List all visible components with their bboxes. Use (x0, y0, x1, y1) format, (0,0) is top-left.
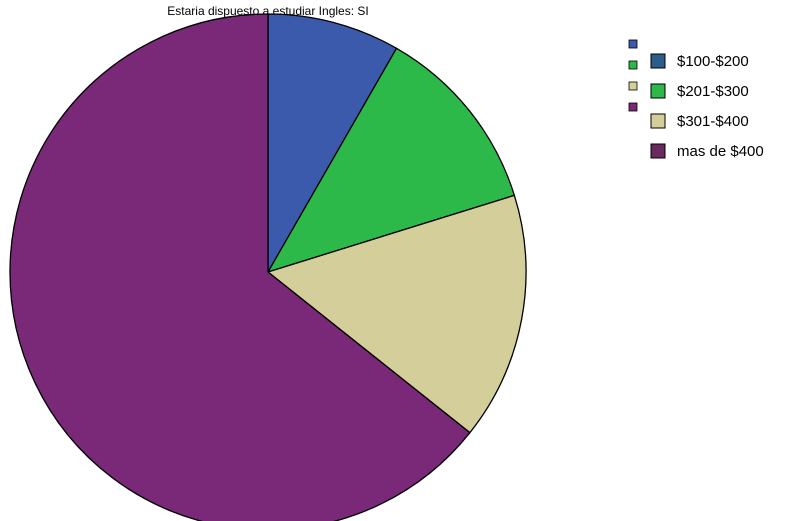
legend-swatch-1 (650, 53, 666, 69)
legend-mini-swatch-1 (628, 39, 638, 49)
legend-label-3: $301-$400 (677, 113, 749, 130)
legend-mini-swatch-3 (628, 81, 638, 91)
legend-label-4: mas de $400 (677, 143, 764, 160)
legend-label-2: $201-$300 (677, 83, 749, 100)
pie-slice-2 (267, 47, 516, 273)
pie-slice-1 (267, 13, 398, 273)
pie-slices (9, 13, 527, 521)
legend-swatch-4 (650, 143, 666, 159)
pie-slice-3 (267, 194, 527, 434)
legend-swatch-2 (650, 83, 666, 99)
legend-mini-swatch-4 (628, 102, 638, 112)
pie-slice-4 (9, 13, 471, 521)
legend-label-1: $100-$200 (677, 53, 749, 70)
legend: $100-$200 $201-$300 $301-$400 mas de $400 (628, 39, 764, 160)
legend-mini-swatch-2 (628, 60, 638, 70)
legend-swatch-3 (650, 113, 666, 129)
chart-title: Estaria dispuesto a estudiar Ingles: SI (167, 4, 369, 18)
